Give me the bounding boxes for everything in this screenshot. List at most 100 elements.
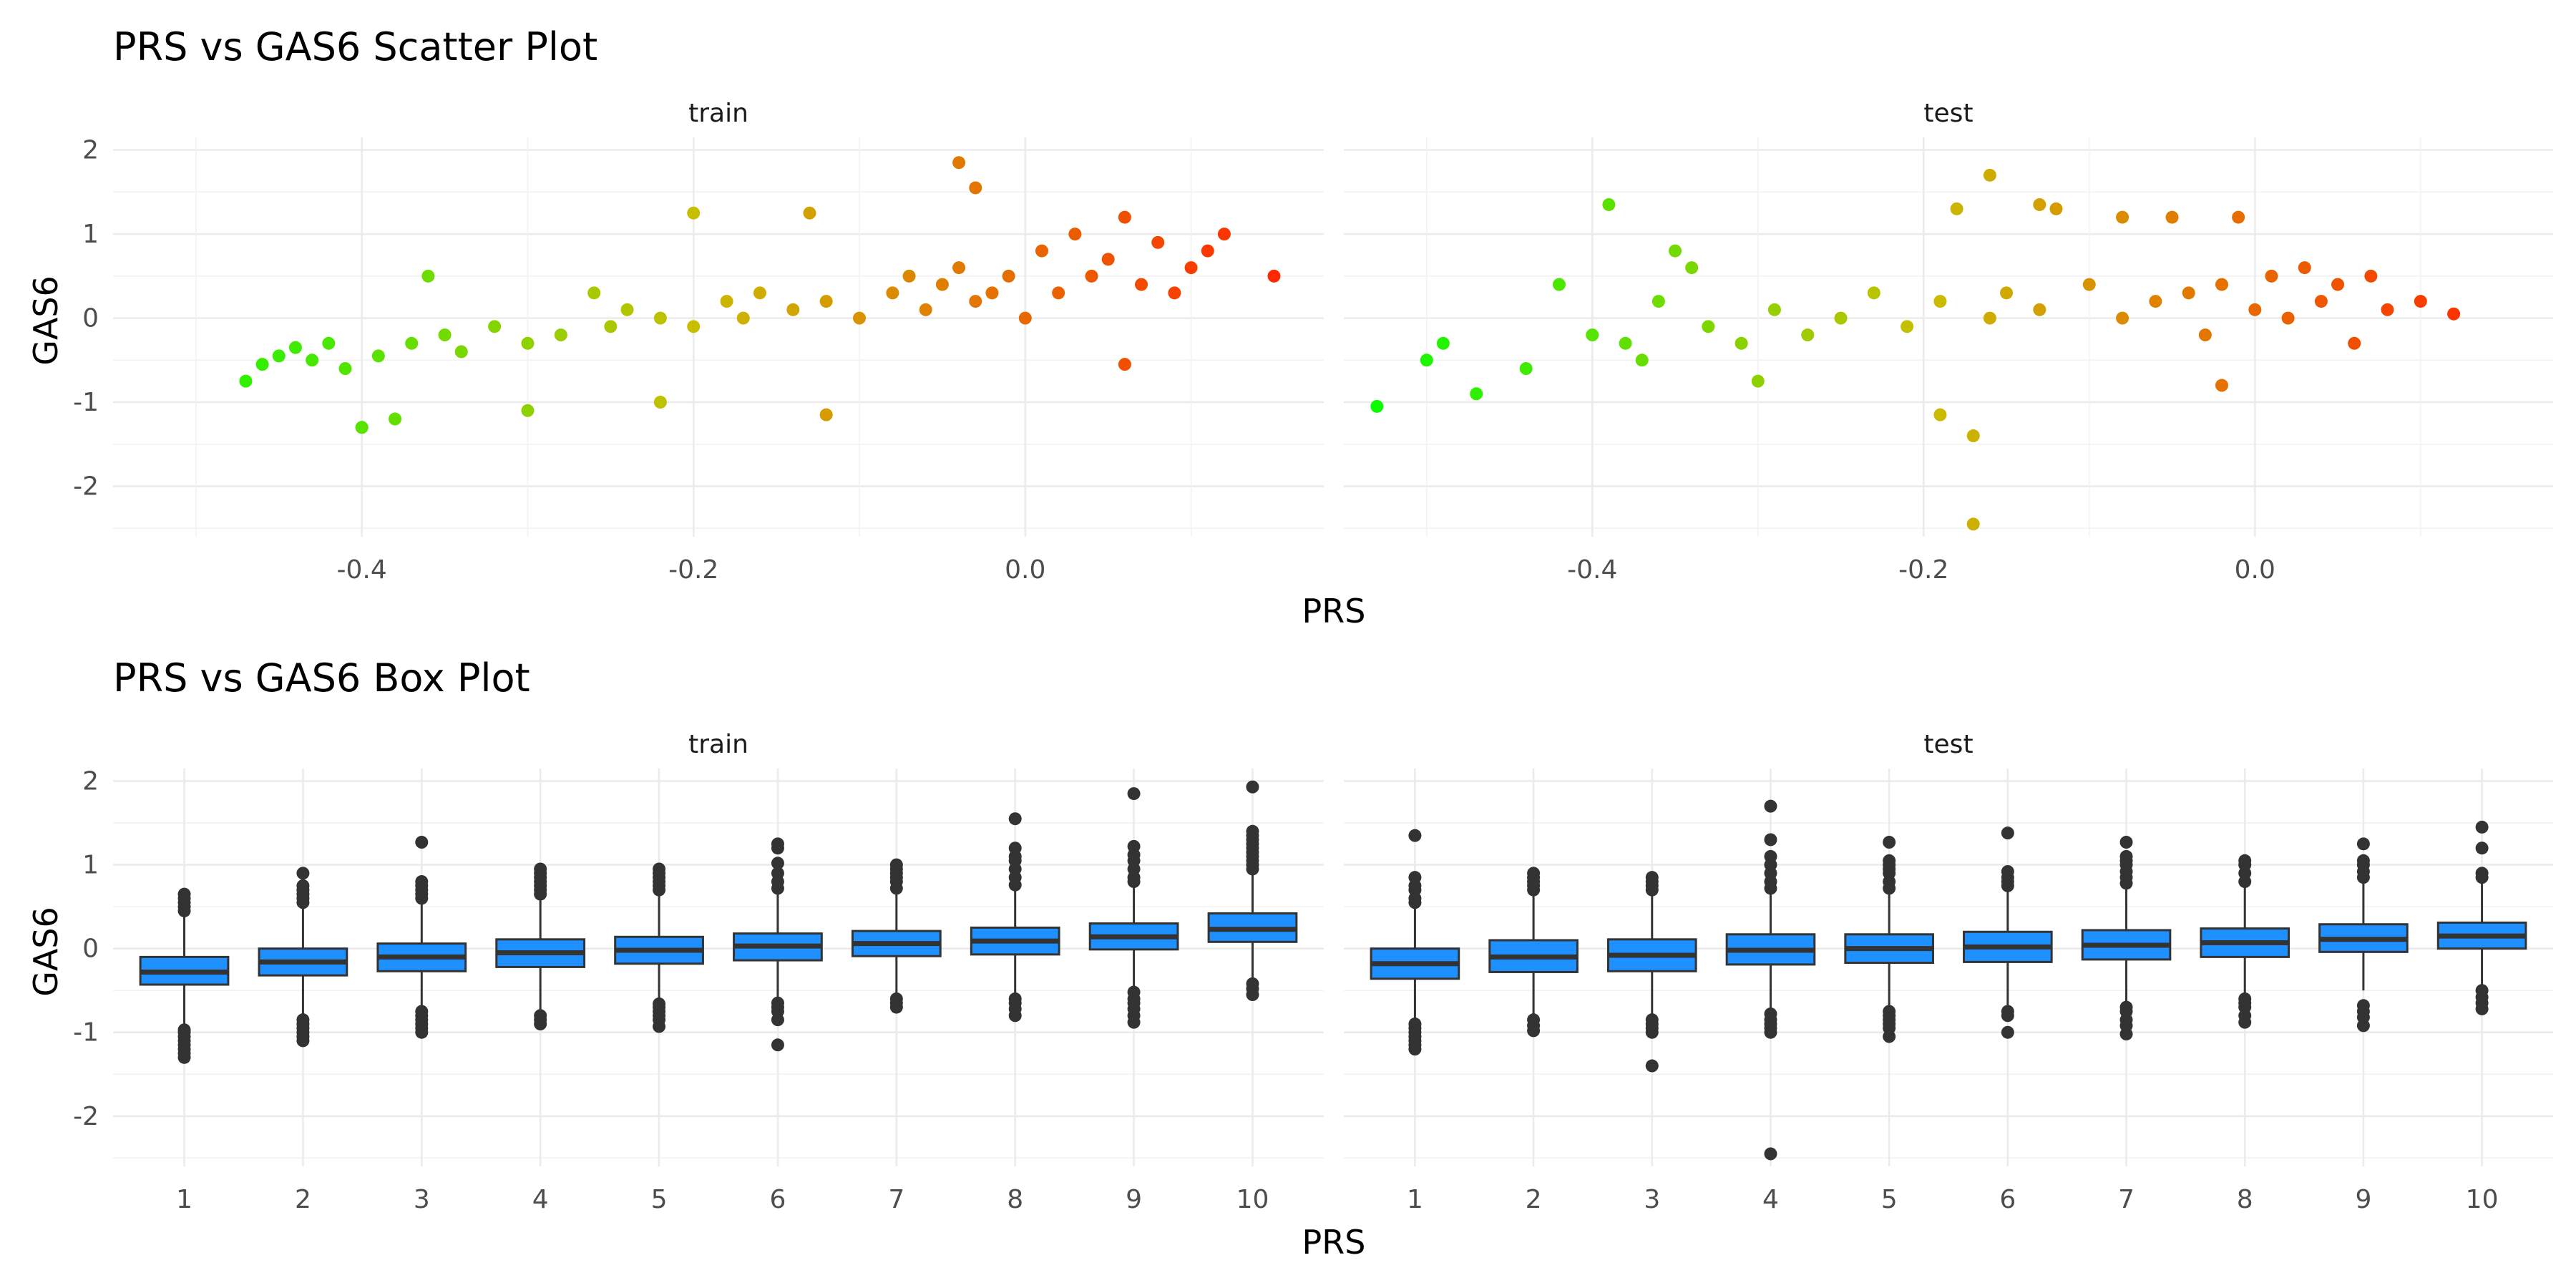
scatter-point bbox=[952, 261, 966, 275]
outlier-point bbox=[1127, 985, 1141, 999]
scatter-point bbox=[1834, 311, 1848, 325]
scatter-point bbox=[2215, 278, 2228, 291]
scatter-point bbox=[1966, 429, 1980, 443]
scatter-point bbox=[1685, 261, 1699, 275]
scatter-point bbox=[2414, 295, 2427, 308]
scatter-point bbox=[1118, 210, 1131, 224]
outlier-point bbox=[1645, 871, 1659, 884]
scatter-point bbox=[1519, 362, 1533, 376]
x-tick-label: 5 bbox=[651, 1185, 668, 1214]
outlier-point bbox=[1764, 1007, 1777, 1020]
outlier-point bbox=[1764, 833, 1777, 847]
outlier-point bbox=[2238, 854, 2252, 867]
scatter-point bbox=[2000, 286, 2014, 300]
scatter-point bbox=[1933, 295, 1947, 308]
scatter-point bbox=[687, 206, 701, 220]
y-tick-label: -1 bbox=[73, 1018, 99, 1048]
outlier-point bbox=[1246, 977, 1259, 990]
x-tick-label: 6 bbox=[769, 1185, 786, 1214]
outlier-point bbox=[296, 1013, 310, 1027]
y-tick-label: 1 bbox=[82, 851, 99, 880]
outlier-point bbox=[296, 867, 310, 880]
scatter-point bbox=[1635, 353, 1649, 367]
scatter-point bbox=[1018, 311, 1032, 325]
x-tick-label: -0.2 bbox=[668, 555, 718, 585]
scatter-point bbox=[2182, 286, 2195, 300]
outlier-point bbox=[2238, 992, 2252, 1005]
outlier-point bbox=[2356, 837, 2370, 851]
x-tick-label: -0.4 bbox=[337, 555, 387, 585]
outlier-point bbox=[2475, 841, 2489, 855]
scatter-point bbox=[389, 412, 402, 426]
scatter-point bbox=[521, 404, 535, 417]
scatter-point bbox=[2281, 311, 2295, 325]
scatter-point bbox=[288, 341, 302, 354]
scatter-point bbox=[2381, 303, 2394, 316]
outlier-point bbox=[415, 1005, 429, 1018]
outlier-point bbox=[1127, 787, 1141, 801]
y-tick-label: -2 bbox=[73, 1102, 99, 1131]
outlier-point bbox=[1764, 799, 1777, 813]
scatter-point bbox=[587, 286, 601, 300]
x-tick-label: 5 bbox=[1881, 1185, 1898, 1214]
outlier-point bbox=[1645, 1059, 1659, 1073]
outlier-point bbox=[1645, 1013, 1659, 1027]
scatter-point bbox=[2165, 210, 2179, 224]
scatter-point bbox=[2033, 303, 2046, 316]
scatter-point bbox=[488, 320, 502, 333]
x-tick-label: 10 bbox=[1236, 1185, 1269, 1214]
scatter-point bbox=[985, 286, 999, 300]
scatter-point bbox=[322, 336, 336, 350]
outlier-point bbox=[534, 862, 547, 876]
outlier-point bbox=[1246, 824, 1259, 838]
scatter-point bbox=[1436, 336, 1450, 350]
x-tick-label: 7 bbox=[2118, 1185, 2135, 1214]
outlier-point bbox=[1408, 829, 1422, 842]
box-y-tick-labels: -2 -1 0 1 2 bbox=[73, 767, 99, 1131]
y-tick-label: 2 bbox=[82, 136, 99, 165]
scatter-point bbox=[935, 278, 949, 291]
scatter-point bbox=[338, 362, 352, 376]
scatter-point bbox=[2298, 261, 2311, 275]
scatter-point bbox=[1552, 278, 1566, 291]
box-facet-label-train: train bbox=[688, 730, 748, 759]
scatter-point bbox=[969, 295, 982, 308]
scatter-point bbox=[687, 320, 701, 333]
scatter-point bbox=[2364, 269, 2378, 283]
scatter-point bbox=[1470, 387, 1483, 401]
scatter-point bbox=[2331, 278, 2345, 291]
y-tick-label: 0 bbox=[82, 304, 99, 333]
scatter-point bbox=[1933, 408, 1947, 421]
scatter-point bbox=[853, 311, 867, 325]
outlier-point bbox=[771, 1038, 784, 1052]
scatter-point bbox=[1767, 303, 1781, 316]
x-tick-label: 8 bbox=[2237, 1185, 2253, 1214]
scatter-point bbox=[819, 295, 833, 308]
scatter-point bbox=[1867, 286, 1880, 300]
outlier-point bbox=[889, 858, 903, 872]
box-y-axis-title: GAS6 bbox=[26, 907, 65, 997]
scatter-point bbox=[1201, 244, 1214, 258]
outlier-point bbox=[771, 837, 784, 851]
scatter-point bbox=[1420, 353, 1433, 367]
outlier-point bbox=[771, 867, 784, 880]
scatter-point bbox=[1168, 286, 1181, 300]
scatter-point bbox=[2198, 328, 2212, 342]
scatter-point bbox=[405, 336, 419, 350]
outlier-point bbox=[2356, 999, 2370, 1013]
scatter-plot-title: PRS vs GAS6 Scatter Plot bbox=[113, 24, 597, 69]
scatter-point bbox=[1052, 286, 1065, 300]
x-tick-label: 4 bbox=[1762, 1185, 1779, 1214]
scatter-point bbox=[2265, 269, 2278, 283]
x-tick-label: -0.2 bbox=[1898, 555, 1948, 585]
scatter-point bbox=[786, 303, 800, 316]
y-tick-label: 0 bbox=[82, 935, 99, 964]
x-tick-label: 4 bbox=[532, 1185, 549, 1214]
outlier-point bbox=[1127, 839, 1141, 853]
outlier-point bbox=[889, 992, 903, 1005]
scatter-point bbox=[1983, 311, 1996, 325]
scatter-point bbox=[306, 353, 319, 367]
scatter-y-tick-labels: -2 -1 0 1 2 bbox=[73, 136, 99, 502]
outlier-point bbox=[1408, 1018, 1422, 1031]
